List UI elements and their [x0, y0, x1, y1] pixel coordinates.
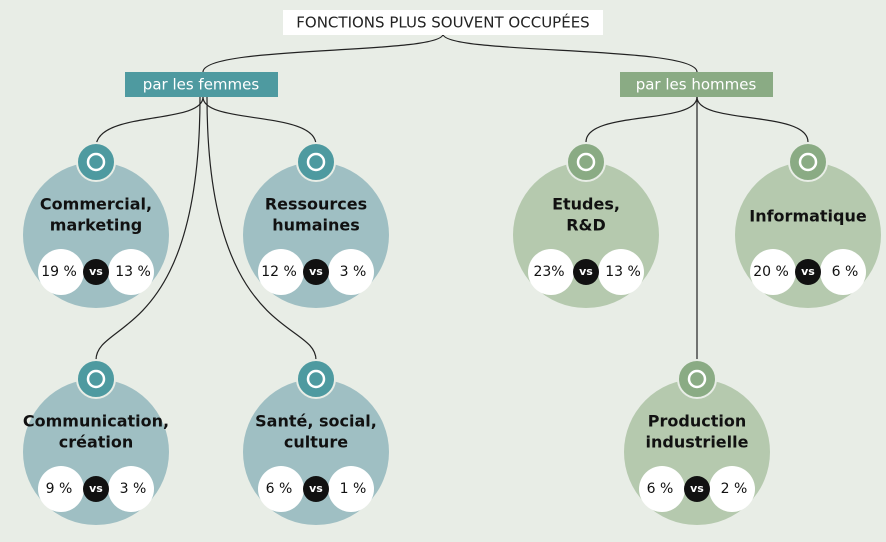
- men-value: 1 %: [340, 481, 367, 497]
- vs-bubble: [303, 476, 329, 502]
- nodes: Commercial, marketing 19 % 13 % vs Ressources…: [23, 142, 881, 525]
- vs-bubble: [83, 476, 109, 502]
- node-label: Etudes,: [552, 195, 620, 214]
- vs-label: vs: [89, 482, 103, 495]
- vs-label: vs: [801, 265, 815, 278]
- icon-circle: [788, 142, 828, 182]
- node-label: Communication,: [23, 412, 169, 431]
- node-label: marketing: [50, 216, 142, 235]
- women-value: 20 %: [753, 264, 789, 280]
- icon: [86, 369, 106, 389]
- node-label: R&D: [566, 216, 606, 235]
- men-value: 2 %: [721, 481, 748, 497]
- node-label: Ressources: [265, 195, 367, 214]
- icon: [687, 369, 707, 389]
- node-label: industrielle: [646, 433, 749, 452]
- node-label: Informatique: [749, 207, 867, 226]
- icon: [86, 152, 106, 172]
- vs-bubble: [573, 259, 599, 285]
- icon-circle: [76, 359, 116, 399]
- vs-label: vs: [89, 265, 103, 278]
- node-label: Santé, social,: [255, 412, 377, 431]
- value-bubble: [750, 249, 796, 295]
- icon: [306, 369, 326, 389]
- value-bubble: [709, 466, 755, 512]
- vs-label: vs: [690, 482, 704, 495]
- connector: [442, 33, 698, 73]
- connector: [95, 96, 204, 148]
- value-bubble: [258, 249, 304, 295]
- vs-label: vs: [579, 265, 593, 278]
- women-value: 12 %: [261, 264, 297, 280]
- men-value: 13 %: [605, 264, 641, 280]
- group-box: [125, 72, 278, 97]
- group-label: par les femmes: [143, 76, 260, 94]
- vs-label: vs: [309, 482, 323, 495]
- connectors: [95, 33, 809, 361]
- value-bubble: [328, 466, 374, 512]
- women-value: 23%: [533, 264, 564, 280]
- group-label: par les hommes: [636, 76, 757, 94]
- value-bubble: [258, 466, 304, 512]
- group-box: [620, 72, 773, 97]
- value-bubble: [38, 249, 84, 295]
- title-box: [283, 10, 603, 35]
- value-bubble: [108, 249, 154, 295]
- women-value: 19 %: [41, 264, 77, 280]
- icon: [798, 152, 818, 172]
- title: FONCTIONS PLUS SOUVENT OCCUPÉES: [296, 13, 589, 32]
- icon-circle: [296, 142, 336, 182]
- icon-circle: [566, 142, 606, 182]
- connector: [95, 96, 201, 361]
- icon-circle: [677, 359, 717, 399]
- women-value: 9 %: [46, 481, 73, 497]
- women-value: 6 %: [647, 481, 674, 497]
- value-bubble: [639, 466, 685, 512]
- value-bubble: [598, 249, 644, 295]
- connector: [202, 96, 317, 146]
- men-value: 6 %: [832, 264, 859, 280]
- icon: [576, 152, 596, 172]
- men-value: 3 %: [340, 264, 367, 280]
- connector: [696, 96, 809, 143]
- vs-bubble: [795, 259, 821, 285]
- value-bubble: [108, 466, 154, 512]
- vs-bubble: [684, 476, 710, 502]
- node-label: culture: [284, 433, 348, 452]
- node-label: humaines: [272, 216, 360, 235]
- women-value: 6 %: [266, 481, 293, 497]
- icon: [306, 152, 326, 172]
- vs-label: vs: [309, 265, 323, 278]
- icon-circle: [76, 142, 116, 182]
- vs-bubble: [83, 259, 109, 285]
- node-label: Production: [648, 412, 746, 431]
- value-bubble: [328, 249, 374, 295]
- connector: [585, 96, 698, 143]
- node-label: création: [59, 433, 134, 452]
- value-bubble: [528, 249, 574, 295]
- value-bubble: [38, 466, 84, 512]
- vs-bubble: [303, 259, 329, 285]
- node-label: Commercial,: [40, 195, 152, 214]
- men-value: 13 %: [115, 264, 151, 280]
- connector: [206, 96, 317, 361]
- value-bubble: [820, 249, 866, 295]
- men-value: 3 %: [120, 481, 147, 497]
- icon-circle: [296, 359, 336, 399]
- connector: [202, 33, 444, 73]
